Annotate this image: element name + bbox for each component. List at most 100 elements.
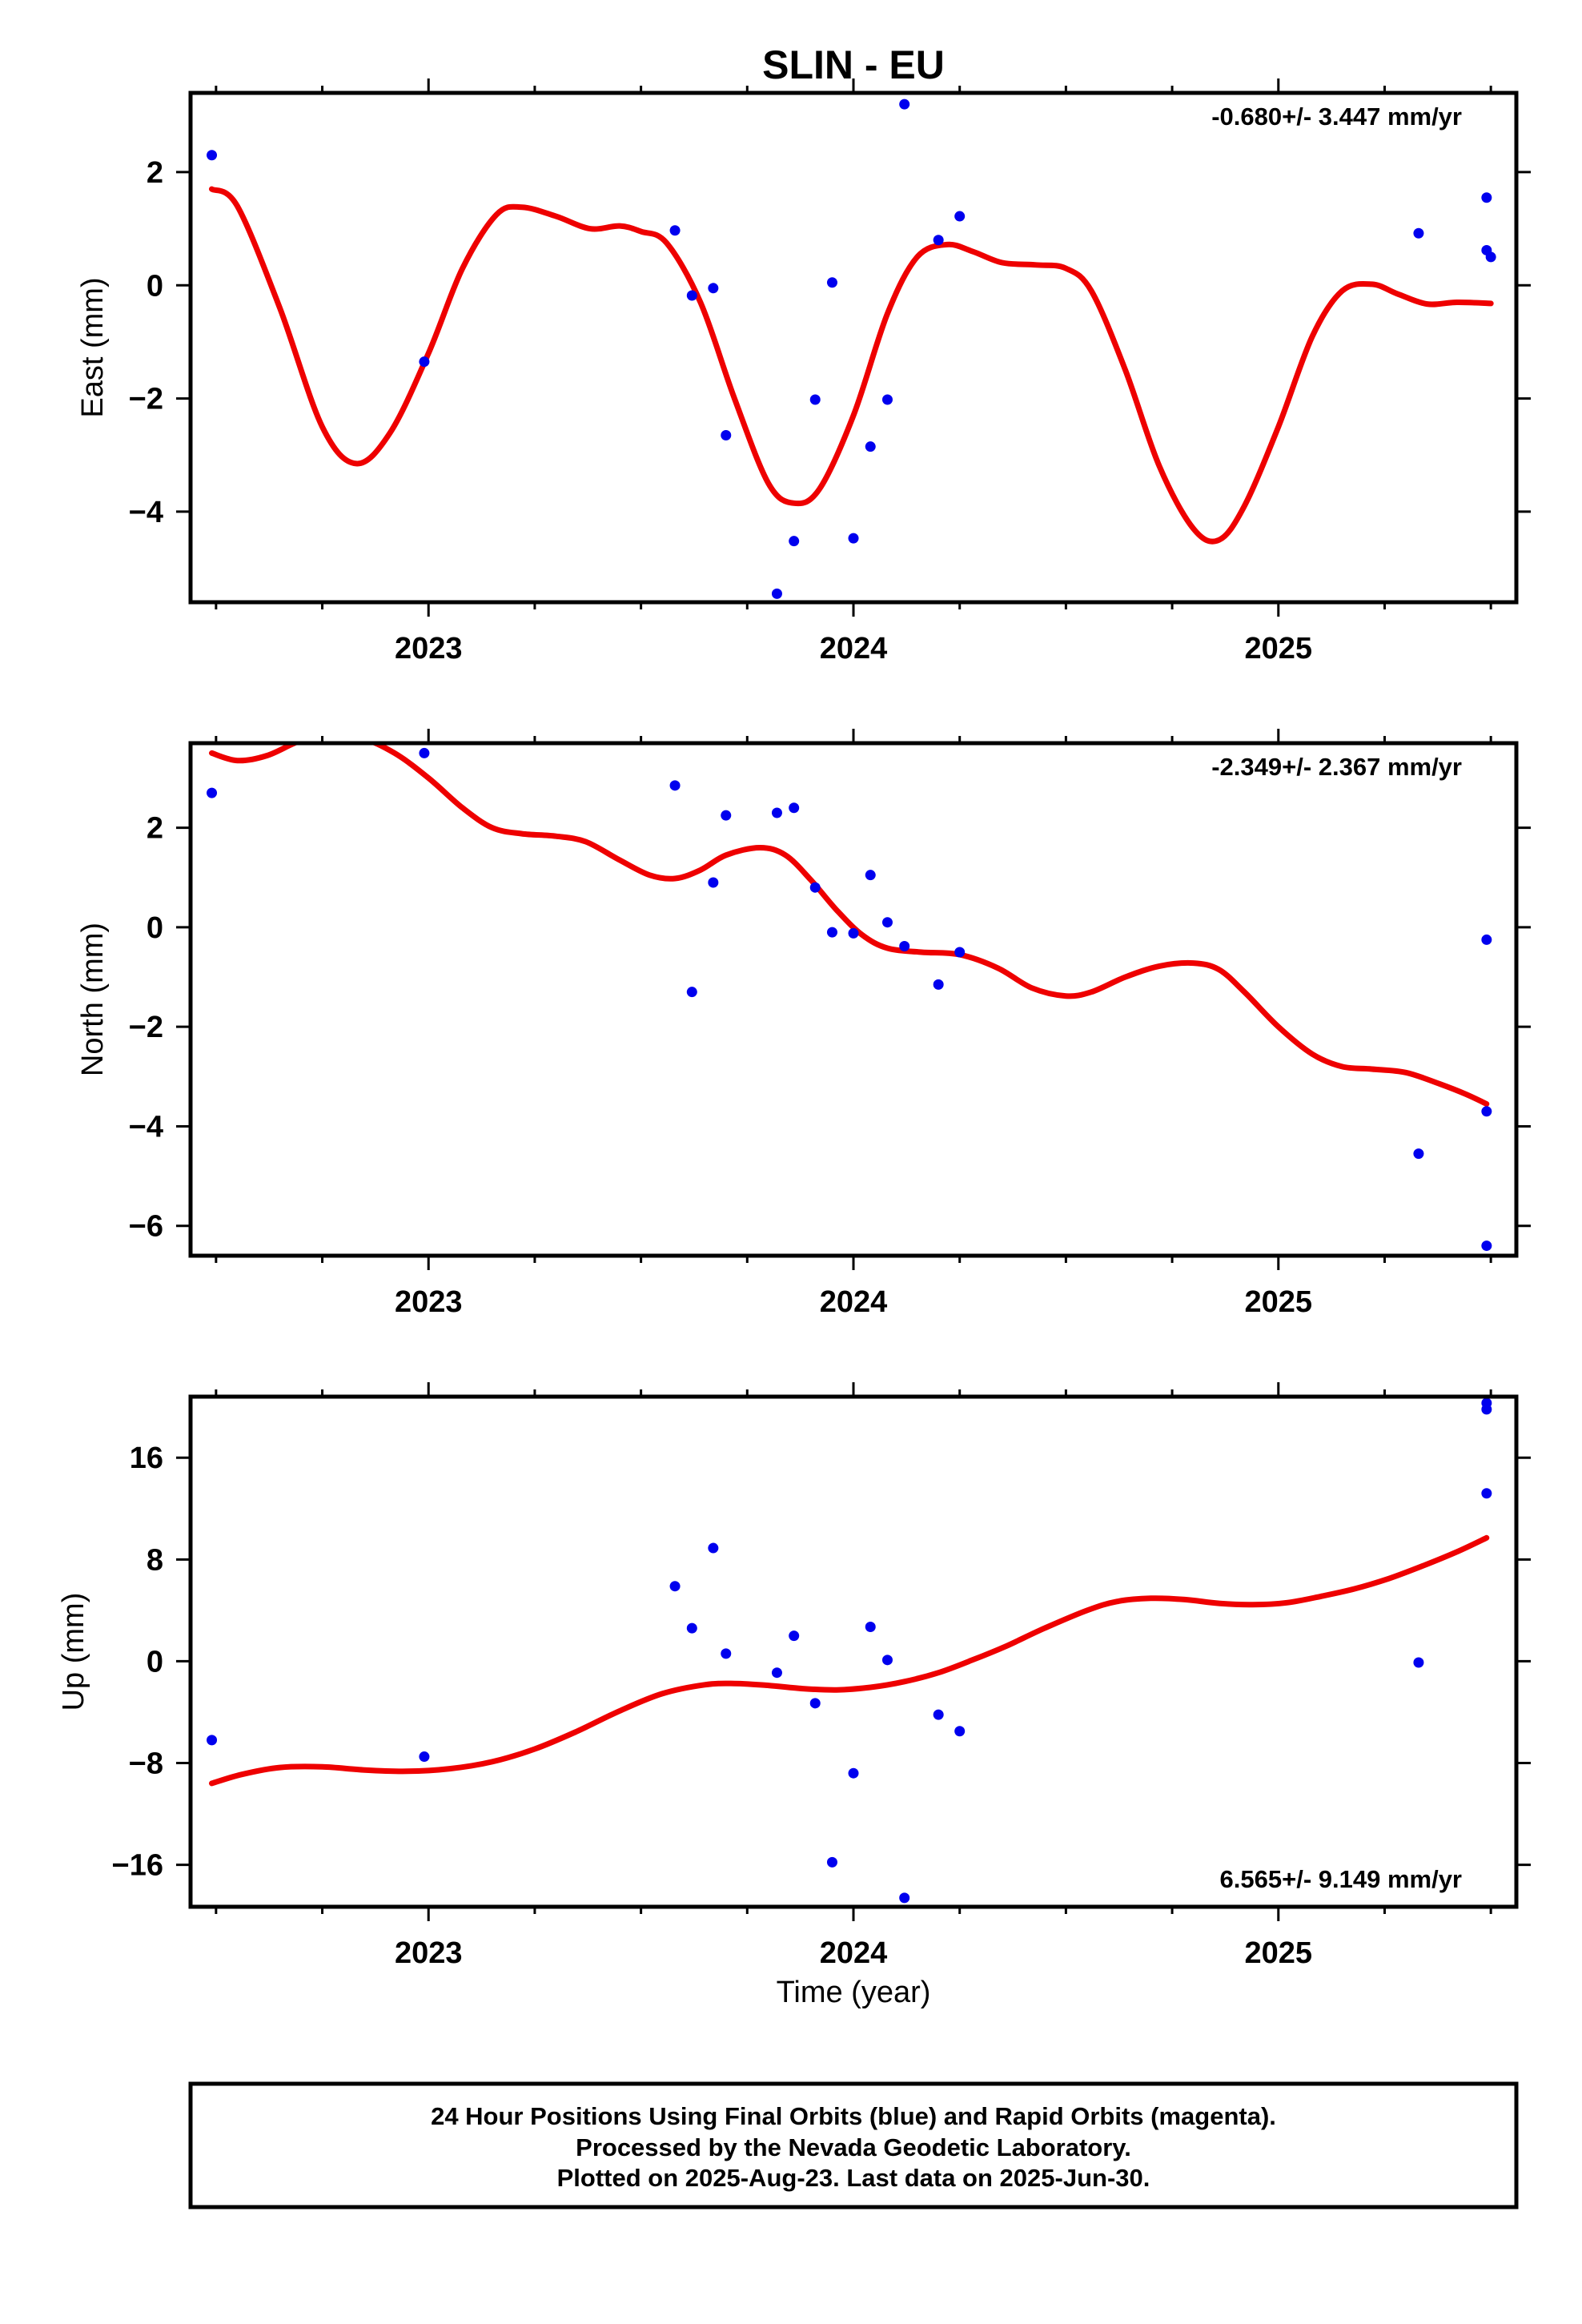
north-data-point bbox=[1481, 1106, 1492, 1117]
north-data-point bbox=[954, 947, 966, 958]
east-data-point bbox=[848, 533, 859, 544]
up-x-tick-label: 2025 bbox=[1244, 1936, 1312, 1970]
panel-up: 2023 2024 2025 −16 −8 0 8 16 Up (mm) 6.565+/- 9.1… bbox=[57, 1382, 1531, 1970]
north-data-point bbox=[1481, 934, 1492, 945]
up-data-point bbox=[721, 1648, 732, 1659]
north-data-point bbox=[789, 802, 800, 814]
up-y-tick-label: 0 bbox=[147, 1645, 163, 1679]
north-data-point bbox=[708, 877, 719, 888]
up-data-point bbox=[954, 1726, 966, 1737]
east-y-tick-label: −4 bbox=[129, 496, 163, 529]
east-data-point bbox=[669, 225, 681, 236]
up-data-point bbox=[789, 1630, 800, 1642]
east-y-axis-label: East (mm) bbox=[76, 277, 110, 417]
up-y-tick-label: −16 bbox=[112, 1849, 163, 1883]
north-data-point bbox=[721, 810, 732, 821]
up-data-point bbox=[899, 1892, 910, 1904]
north-x-tick-label: 2023 bbox=[395, 1285, 463, 1319]
east-data-point bbox=[809, 394, 821, 405]
east-rate-label: -0.680+/- 3.447 mm/yr bbox=[1211, 103, 1462, 131]
up-y-axis-label: Up (mm) bbox=[57, 1593, 90, 1711]
up-data-point bbox=[419, 1751, 430, 1763]
footer-line-2: Processed by the Nevada Geodetic Laborat… bbox=[576, 2133, 1131, 2161]
north-data-point bbox=[881, 917, 893, 928]
north-data-point bbox=[1481, 1240, 1492, 1252]
north-data-point bbox=[207, 787, 218, 798]
east-points bbox=[207, 99, 1496, 599]
north-data-point bbox=[848, 927, 859, 939]
east-data-point bbox=[826, 277, 837, 288]
east-data-point bbox=[686, 290, 697, 301]
up-y-tick-label: 16 bbox=[130, 1441, 163, 1475]
up-x-tick-label: 2023 bbox=[395, 1936, 463, 1970]
north-y-tick-label: −2 bbox=[129, 1011, 163, 1044]
up-data-point bbox=[686, 1622, 697, 1634]
east-y-tick-label: 2 bbox=[147, 156, 163, 190]
up-data-point bbox=[809, 1698, 821, 1709]
up-data-point bbox=[669, 1581, 681, 1592]
up-points bbox=[207, 1397, 1492, 1904]
east-data-point bbox=[881, 394, 893, 405]
east-data-point bbox=[1413, 227, 1424, 239]
up-rate-label: 6.565+/- 9.149 mm/yr bbox=[1220, 1865, 1462, 1893]
east-y-tick-label: 0 bbox=[147, 269, 163, 303]
north-data-point bbox=[419, 747, 430, 758]
up-fit-line bbox=[209, 1534, 1490, 1787]
up-y-tick-label: 8 bbox=[147, 1543, 163, 1577]
up-data-point bbox=[865, 1622, 876, 1633]
footer-line-3: Plotted on 2025-Aug-23. Last data on 202… bbox=[557, 2164, 1150, 2192]
north-x-tick-label: 2025 bbox=[1244, 1285, 1312, 1319]
north-data-point bbox=[826, 927, 837, 938]
north-y-tick-label: −4 bbox=[129, 1110, 163, 1144]
east-data-point bbox=[789, 536, 800, 547]
north-data-point bbox=[771, 807, 782, 818]
north-y-axis-label: North (mm) bbox=[76, 923, 110, 1076]
east-fit-line bbox=[209, 186, 1494, 545]
north-y-tick-label: 0 bbox=[147, 911, 163, 945]
east-y-tick-label: −2 bbox=[129, 383, 163, 416]
up-data-point bbox=[848, 1767, 859, 1779]
east-x-tick-label: 2024 bbox=[820, 632, 888, 665]
up-data-point bbox=[1413, 1657, 1424, 1668]
north-data-point bbox=[669, 780, 681, 791]
up-data-point bbox=[771, 1667, 782, 1679]
north-data-point bbox=[686, 987, 697, 998]
east-data-point bbox=[899, 99, 910, 110]
north-points bbox=[207, 747, 1492, 1252]
north-data-point bbox=[899, 941, 910, 952]
panel-east: 2023 2024 2025 −4 −2 0 2 East (mm) -0.680+/- 3.4… bbox=[76, 78, 1531, 665]
up-data-point bbox=[881, 1655, 893, 1666]
up-data-point bbox=[933, 1709, 944, 1720]
east-x-tick-label: 2025 bbox=[1244, 632, 1312, 665]
up-data-point bbox=[826, 1856, 837, 1868]
east-data-point bbox=[933, 235, 944, 246]
east-data-point bbox=[207, 150, 218, 161]
up-data-point bbox=[1481, 1488, 1492, 1499]
panel-north: 2023 2024 2025 −6 −4 −2 0 2 North (mm) -2.349+/- … bbox=[76, 729, 1531, 1319]
x-axis-label: Time (year) bbox=[777, 1976, 931, 2009]
north-frame bbox=[188, 741, 1519, 1258]
east-data-point bbox=[771, 588, 782, 599]
up-data-point bbox=[1481, 1404, 1492, 1415]
footer-box: 24 Hour Positions Using Final Orbits (bl… bbox=[188, 2081, 1519, 2209]
north-data-point bbox=[1413, 1148, 1424, 1160]
up-x-tick-label: 2024 bbox=[820, 1936, 888, 1970]
east-data-point bbox=[1485, 251, 1496, 263]
east-data-point bbox=[721, 430, 732, 441]
footer-line-1: 24 Hour Positions Using Final Orbits (bl… bbox=[431, 2102, 1276, 2130]
north-data-point bbox=[933, 979, 944, 990]
north-y-tick-label: −6 bbox=[129, 1210, 163, 1244]
up-data-point bbox=[207, 1735, 218, 1746]
up-frame bbox=[188, 1394, 1519, 1909]
north-data-point bbox=[865, 870, 876, 881]
north-x-tick-label: 2024 bbox=[820, 1285, 888, 1319]
east-data-point bbox=[419, 356, 430, 368]
north-y-tick-label: 2 bbox=[147, 812, 163, 846]
east-data-point bbox=[954, 211, 966, 222]
east-x-tick-label: 2023 bbox=[395, 632, 463, 665]
east-frame bbox=[188, 90, 1519, 605]
north-fit-line bbox=[209, 743, 1490, 1107]
east-ticks bbox=[176, 78, 1531, 617]
north-rate-label: -2.349+/- 2.367 mm/yr bbox=[1211, 753, 1462, 781]
